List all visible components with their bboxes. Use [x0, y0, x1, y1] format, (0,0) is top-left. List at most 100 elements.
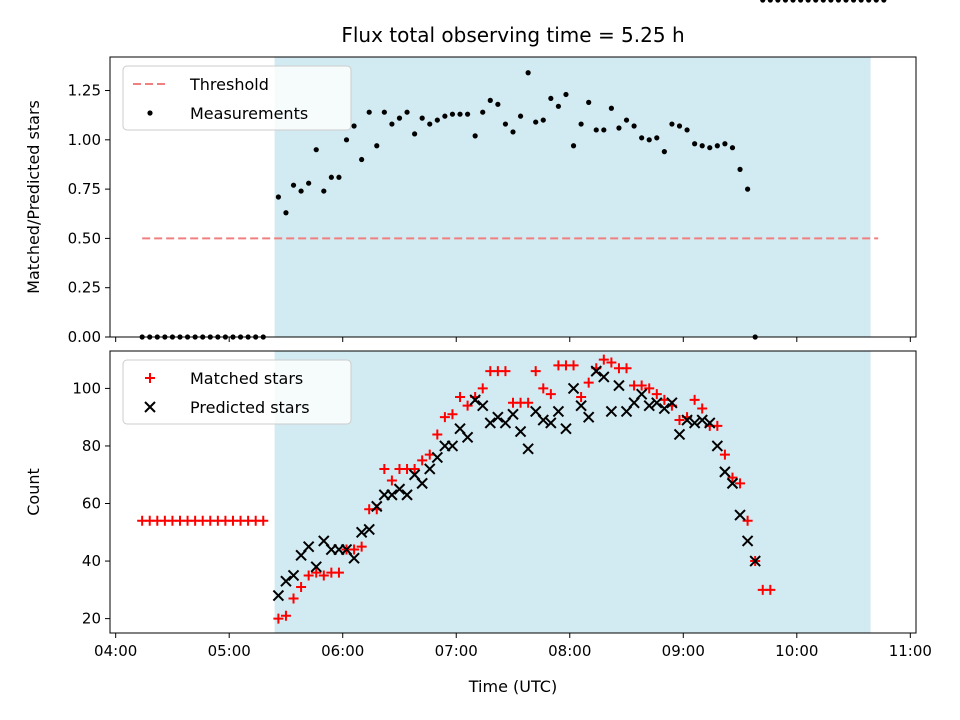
measurement-point: [321, 188, 327, 194]
measurement-point: [540, 117, 546, 123]
predicted-star-point: [310, 561, 322, 573]
measurement-point: [533, 119, 539, 125]
y-tick-label: 0.25: [68, 279, 101, 297]
predicted-star-point: [734, 509, 746, 521]
predicted-star-point: [446, 440, 459, 452]
measurement-point: [419, 115, 425, 121]
matched-star-point: [432, 429, 443, 440]
y-tick-label: 40: [82, 552, 101, 570]
measurement-point: [737, 166, 743, 172]
x-tick-label: 05:00: [208, 642, 251, 660]
predicted-star-point: [393, 483, 406, 495]
matched-star-point: [765, 584, 776, 595]
matched-star-point: [409, 463, 420, 474]
x-tick-label: 10:00: [775, 642, 818, 660]
matched-star-point: [477, 383, 488, 394]
matched-star-point: [689, 394, 700, 405]
predicted-star-point: [386, 489, 398, 501]
matched-star-point: [674, 415, 685, 426]
predicted-star-point: [590, 365, 602, 377]
predicted-star-point: [560, 422, 572, 435]
matched-star-point: [719, 449, 730, 460]
y-tick-label: 0.00: [68, 328, 101, 346]
matched-star-point: [568, 360, 579, 371]
measurement-point: [366, 109, 372, 115]
measurement-point: [442, 113, 448, 119]
measurement-point: [646, 137, 652, 143]
predicted-star-point: [492, 411, 504, 423]
measurement-point: [298, 188, 304, 194]
matched-star-point: [606, 357, 617, 368]
y-axis-label: Count: [24, 468, 43, 516]
y-tick-label: 1.25: [68, 82, 101, 100]
matched-star-point: [644, 383, 655, 394]
measurement-point: [608, 105, 614, 111]
predicted-star-point: [643, 399, 655, 412]
measurement-point: [555, 103, 562, 109]
predicted-star-point: [613, 379, 625, 392]
measurement-point: [661, 149, 667, 155]
matched-star-point: [280, 610, 291, 621]
predicted-star-point: [605, 405, 618, 418]
observing-window-shade: [274, 351, 871, 633]
y-tick-label: 80: [82, 437, 101, 455]
measurement-point: [389, 121, 395, 127]
x-tick-label: 08:00: [548, 642, 591, 660]
measurement-point: [313, 147, 319, 153]
measurement-point: [669, 121, 675, 127]
measurement-point: [457, 111, 463, 117]
matched-star-point: [296, 581, 307, 592]
predicted-star-point: [658, 402, 671, 415]
measurement-point: [283, 210, 289, 216]
matched-star-point: [417, 455, 428, 466]
predicted-star-point: [469, 394, 481, 406]
legend-label: Measurements: [190, 104, 308, 123]
legend-box: [122, 359, 352, 425]
predicted-star-point: [598, 371, 610, 383]
axes-frame: [109, 350, 917, 634]
predicted-star-point: [507, 408, 519, 421]
matched-star-point: [583, 377, 594, 388]
measurement-point: [275, 194, 281, 200]
predicted-star-point: [424, 463, 436, 475]
matched-star-point: [651, 389, 662, 400]
measurement-point: [820, 0, 826, 3]
matched-star-point: [598, 354, 609, 365]
measurement-point: [858, 0, 864, 3]
legend-label: Threshold: [189, 75, 269, 94]
measurement-point: [775, 0, 781, 3]
measurement-point: [699, 143, 705, 149]
predicted-star-point: [401, 489, 413, 501]
predicted-star-point: [666, 397, 678, 409]
predicted-star-point: [673, 428, 686, 441]
legend-box: [122, 65, 352, 131]
measurement-point: [639, 135, 645, 141]
measurement-point: [745, 186, 751, 192]
matched-star-point: [356, 541, 367, 552]
y-tick-label: 60: [82, 495, 101, 513]
top-panel: 0.00 0.25 0.50 0.75 1.00 1.25 Matched/Predicte…: [24, 0, 917, 346]
predicted-star-point: [355, 526, 368, 538]
measurement-point: [805, 0, 811, 3]
predicted-star-point: [272, 589, 285, 602]
predicted-star-point: [741, 535, 754, 547]
measurement-point: [548, 95, 554, 102]
predicted-star-point: [552, 405, 565, 418]
measurement-point: [328, 174, 334, 180]
matched-star-point: [379, 463, 390, 474]
predicted-star-point: [726, 477, 739, 490]
matched-star-point: [697, 403, 708, 414]
measurement-point: [381, 109, 387, 115]
measurement-point: [487, 97, 493, 103]
predicted-star-point: [688, 417, 701, 429]
predicted-star-point: [635, 388, 648, 400]
matched-star-point: [576, 392, 587, 403]
measurement-point: [866, 0, 872, 3]
predicted-star-point: [371, 500, 383, 513]
x-tick-label: 11:00: [889, 642, 932, 660]
matched-star-point: [303, 570, 314, 581]
predicted-star-point: [582, 411, 595, 423]
measurement-point: [782, 0, 789, 3]
matched-star-point: [742, 515, 753, 526]
measurement-point: [464, 111, 471, 117]
